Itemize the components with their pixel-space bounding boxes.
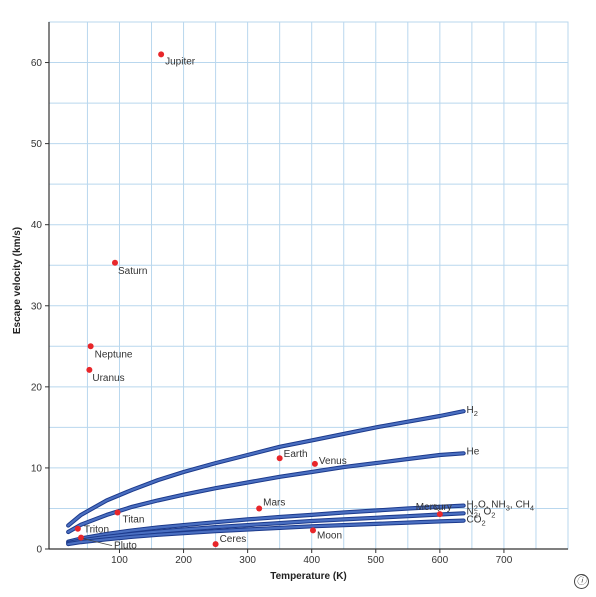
point-uranus bbox=[86, 366, 93, 373]
point-label-mercury: Mercury bbox=[416, 502, 452, 513]
x-tick-label: 500 bbox=[367, 555, 384, 566]
point-earth bbox=[276, 455, 283, 462]
point-label-mars: Mars bbox=[263, 497, 285, 508]
curve-label: H2O, NH3, CH4 bbox=[467, 500, 535, 513]
point-label-triton: Triton bbox=[84, 525, 109, 536]
point-mercury bbox=[436, 511, 443, 518]
point-titan bbox=[114, 509, 121, 516]
curve-label: N2, O2 bbox=[467, 506, 496, 519]
point-jupiter bbox=[158, 51, 165, 58]
point-label-titan: Titan bbox=[123, 515, 145, 526]
info-icon[interactable]: ⓘ bbox=[574, 574, 589, 589]
y-tick-label: 20 bbox=[31, 382, 43, 393]
x-tick-label: 400 bbox=[303, 555, 320, 566]
curve-line bbox=[67, 512, 465, 544]
x-tick-label: 700 bbox=[496, 555, 513, 566]
x-axis-title: Temperature (K) bbox=[270, 571, 347, 582]
point-label-pluto: Pluto bbox=[114, 541, 137, 552]
x-tick-labels: 100 200 300 400 500 600 700 bbox=[111, 555, 513, 566]
y-tick-labels: 0 10 20 30 40 50 60 bbox=[31, 58, 43, 555]
y-tick-label: 60 bbox=[31, 58, 43, 69]
point-mars bbox=[256, 505, 263, 512]
curve-label: He bbox=[467, 446, 480, 457]
x-tick-label: 200 bbox=[175, 555, 192, 566]
point-label-neptune: Neptune bbox=[95, 349, 133, 360]
point-label-moon: Moon bbox=[317, 530, 342, 541]
point-venus bbox=[311, 460, 318, 467]
x-tick-label: 600 bbox=[432, 555, 449, 566]
curve-label: H2 bbox=[467, 405, 478, 418]
grid bbox=[48, 21, 569, 550]
point-label-saturn: Saturn bbox=[118, 266, 147, 277]
y-tick-label: 0 bbox=[36, 545, 42, 556]
point-pluto bbox=[78, 534, 85, 541]
point-neptune bbox=[87, 343, 94, 350]
x-tick-label: 100 bbox=[111, 555, 128, 566]
point-label-jupiter: Jupiter bbox=[165, 56, 196, 67]
curve-line bbox=[67, 410, 465, 527]
y-tick-label: 40 bbox=[31, 220, 43, 231]
curve-label: CO2 bbox=[467, 515, 486, 528]
point-ceres bbox=[212, 541, 219, 548]
y-tick-label: 10 bbox=[31, 463, 43, 474]
plot-frame bbox=[48, 21, 569, 550]
leader-line-mercury bbox=[433, 503, 440, 512]
leader-line-pluto bbox=[82, 538, 113, 547]
point-label-earth: Earth bbox=[284, 449, 308, 460]
point-moon bbox=[309, 527, 316, 534]
curve-line bbox=[67, 519, 465, 546]
point-saturn bbox=[111, 259, 118, 266]
y-tick-label: 50 bbox=[31, 139, 43, 150]
planet-points: Jupiter Saturn Neptune Uranus Earth Venus Mars… bbox=[74, 51, 452, 552]
point-triton bbox=[74, 525, 81, 532]
point-label-venus: Venus bbox=[319, 456, 347, 467]
axes bbox=[45, 22, 568, 553]
point-label-ceres: Ceres bbox=[220, 534, 247, 545]
y-tick-label: 30 bbox=[31, 301, 43, 312]
x-tick-label: 300 bbox=[239, 555, 256, 566]
point-label-uranus: Uranus bbox=[92, 373, 124, 384]
y-axis-title: Escape velocity (km/s) bbox=[12, 227, 23, 334]
curve-line bbox=[67, 504, 465, 543]
